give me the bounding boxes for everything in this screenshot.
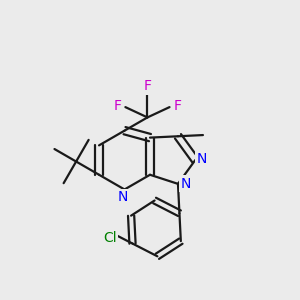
- Text: F: F: [173, 99, 181, 112]
- Text: Cl: Cl: [103, 231, 117, 245]
- Text: F: F: [114, 99, 122, 112]
- Text: N: N: [197, 152, 207, 166]
- Text: N: N: [181, 177, 191, 191]
- Text: F: F: [143, 79, 152, 93]
- Text: N: N: [118, 190, 128, 204]
